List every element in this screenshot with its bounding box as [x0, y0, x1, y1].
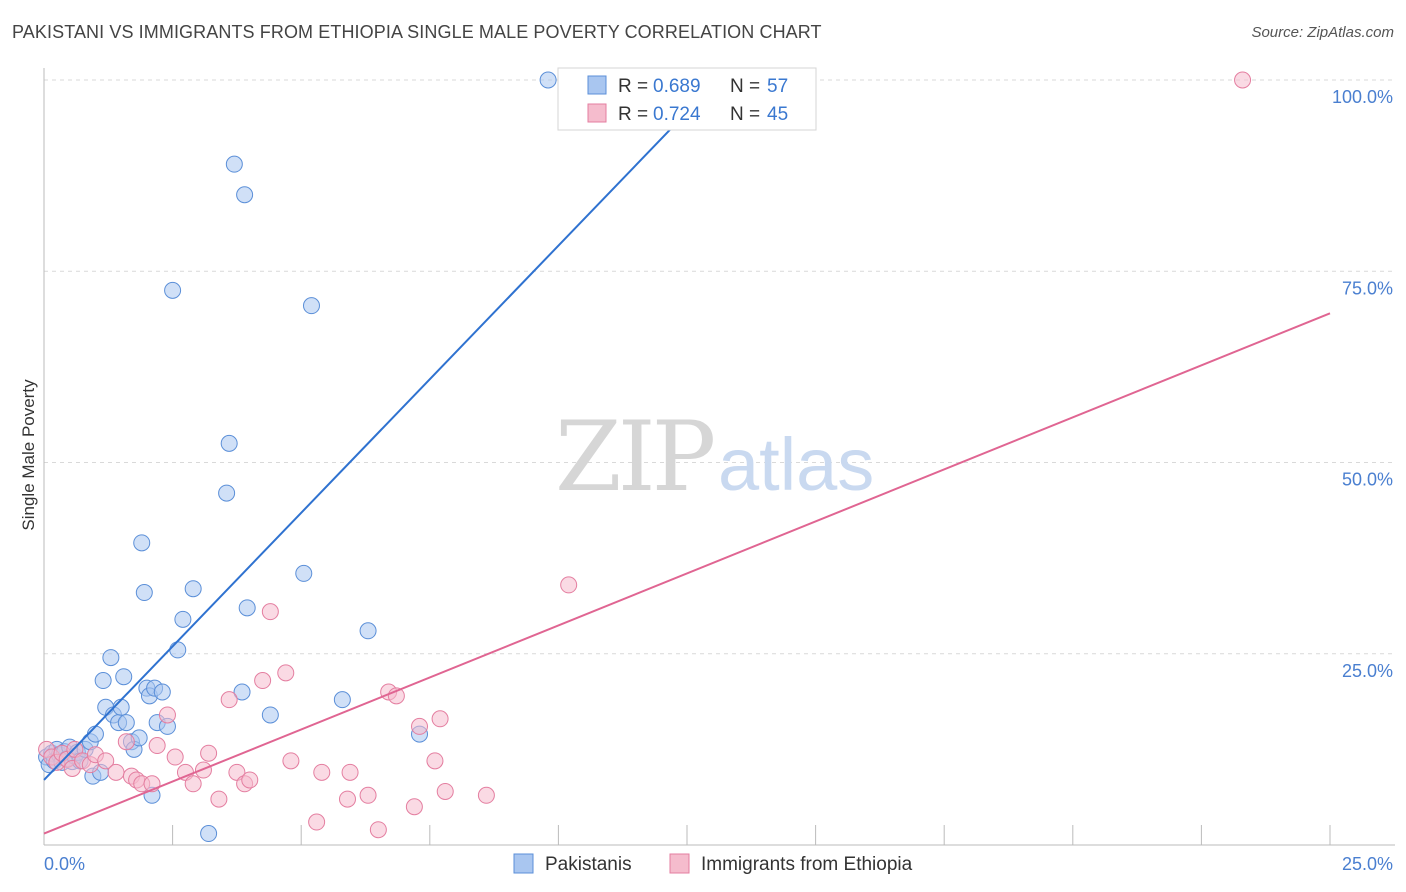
watermark: ZIP atlas	[555, 401, 874, 513]
ethiopia-point	[184, 775, 202, 793]
y-tick-label: 25.0%	[1342, 661, 1393, 681]
ethiopia-point	[411, 717, 429, 735]
ethiopia-point	[338, 790, 356, 808]
ethiopia-point	[341, 763, 359, 781]
source-label: Source: ZipAtlas.com	[1251, 24, 1394, 41]
pakistanis-point	[112, 698, 130, 716]
ethiopia-point	[97, 752, 115, 770]
pakistanis-point	[86, 725, 104, 743]
y-tick-label: 50.0%	[1342, 470, 1393, 490]
bottom-legend-label-pakistanis: Pakistanis	[545, 854, 632, 875]
pakistanis-point	[164, 281, 182, 299]
watermark-atlas: atlas	[718, 423, 874, 506]
legend-n-value-ethiopia: 45	[767, 104, 788, 125]
ethiopia-point	[431, 710, 449, 728]
pakistanis-point	[200, 825, 218, 843]
y-axis-label: Single Male Poverty	[19, 379, 38, 531]
ethiopia-point	[560, 576, 578, 594]
ethiopia-point	[261, 603, 279, 621]
ethiopia-point	[1234, 71, 1252, 89]
ethiopia-trendline	[43, 312, 1331, 835]
y-tick-label: 100.0%	[1332, 87, 1393, 107]
pakistanis-point	[135, 584, 153, 602]
ethiopia-points	[38, 71, 1252, 839]
legend-swatch-pakistanis	[587, 75, 607, 95]
ethiopia-point	[426, 752, 444, 770]
pakistanis-points	[38, 71, 557, 843]
legend-r-label-pakistanis: R =	[618, 76, 648, 97]
pakistanis-point	[94, 672, 112, 690]
axis-layer	[43, 68, 1395, 846]
pakistanis-point	[220, 434, 238, 452]
ethiopia-point	[200, 744, 218, 762]
ethiopia-point	[369, 821, 387, 839]
legend-r-label-ethiopia: R =	[618, 104, 648, 125]
legend-swatch-ethiopia	[587, 103, 607, 123]
ethiopia-point	[210, 790, 228, 808]
legend-box: R = 0.689 N = 57 R = 0.724 N = 45	[557, 67, 817, 131]
pakistanis-point	[359, 622, 377, 640]
ethiopia-point	[282, 752, 300, 770]
pakistanis-point	[236, 186, 254, 204]
pakistanis-point	[295, 564, 313, 582]
ethiopia-point	[220, 691, 238, 709]
legend-n-label-pakistanis: N =	[730, 76, 760, 97]
pakistanis-point	[117, 714, 135, 732]
bottom-legend: Pakistanis Immigrants from Ethiopia	[513, 853, 913, 875]
ethiopia-point	[107, 763, 125, 781]
pakistanis-point	[184, 580, 202, 598]
pakistanis-point	[333, 691, 351, 709]
pakistanis-point	[233, 683, 251, 701]
bottom-legend-swatch-ethiopia	[669, 853, 690, 874]
bottom-legend-swatch-pakistanis	[513, 853, 534, 874]
watermark-zip: ZIP	[555, 401, 714, 513]
legend-n-value-pakistanis: 57	[767, 76, 788, 97]
legend-r-value-ethiopia: 0.724	[653, 104, 701, 125]
ethiopia-point	[308, 813, 326, 831]
pakistanis-point	[115, 668, 133, 686]
legend-r-value-pakistanis: 0.689	[653, 76, 701, 97]
ethiopia-point	[477, 786, 495, 804]
x-tick-label-min: 0.0%	[44, 854, 85, 874]
pakistanis-point	[302, 297, 320, 315]
grid-layer: 25.0% 50.0% 75.0% 100.0%	[44, 79, 1395, 681]
pakistanis-trendline	[43, 79, 719, 781]
pakistanis-point	[225, 155, 243, 173]
pakistanis-point	[238, 599, 256, 617]
pakistanis-point	[539, 71, 557, 89]
y-tick-label: 75.0%	[1342, 278, 1393, 298]
legend-n-label-ethiopia: N =	[730, 104, 760, 125]
ethiopia-point	[148, 737, 166, 755]
ethiopia-point	[158, 706, 176, 724]
ethiopia-point	[166, 748, 184, 766]
pakistanis-point	[261, 706, 279, 724]
pakistanis-point	[102, 649, 120, 667]
pakistanis-point	[133, 534, 151, 552]
ethiopia-point	[277, 664, 295, 682]
pakistanis-point	[218, 484, 236, 502]
x-tick-label-max: 25.0%	[1342, 854, 1393, 874]
ethiopia-point	[359, 786, 377, 804]
pakistanis-point	[174, 610, 192, 628]
ethiopia-point	[405, 798, 423, 816]
ethiopia-point	[117, 733, 135, 751]
ethiopia-point	[313, 763, 331, 781]
bottom-legend-label-ethiopia: Immigrants from Ethiopia	[701, 854, 913, 875]
ethiopia-point	[436, 782, 454, 800]
ethiopia-point	[254, 672, 272, 690]
ethiopia-point	[241, 771, 259, 789]
pakistanis-point	[153, 683, 171, 701]
pakistanis-point	[169, 641, 187, 659]
page-title: PAKISTANI VS IMMIGRANTS FROM ETHIOPIA SI…	[12, 22, 822, 42]
trendlines	[43, 79, 1331, 835]
